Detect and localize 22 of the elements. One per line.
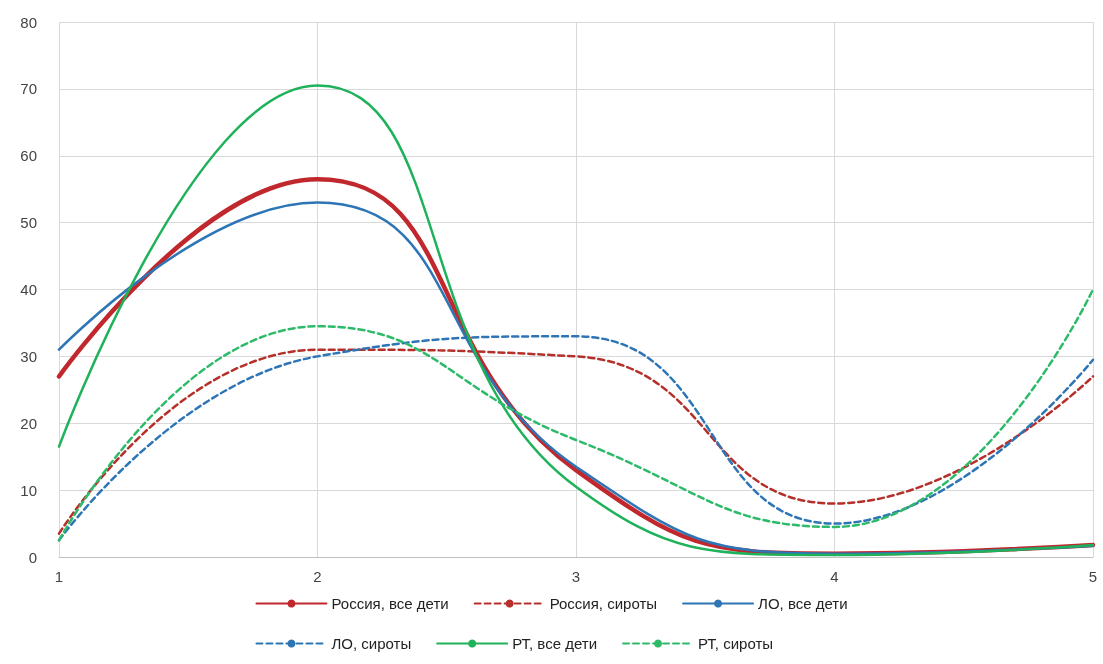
y-tick-label: 70 <box>20 80 37 98</box>
y-tick-label: 40 <box>20 281 37 298</box>
x-tick-label: 4 <box>830 568 839 585</box>
legend-label: ЛО, все дети <box>758 595 848 612</box>
line-series <box>57 84 1095 557</box>
legend-label: РТ, сироты <box>698 635 774 652</box>
legend-label: РТ, все дети <box>512 635 598 652</box>
line-series <box>57 288 1095 542</box>
legend-label: Россия, сироты <box>549 595 658 612</box>
y-tick-label: 50 <box>20 214 37 232</box>
y-tick-label: 0 <box>28 548 37 566</box>
x-tick-label: 1 <box>54 568 64 585</box>
y-tick-label: 20 <box>20 414 37 432</box>
x-tick-label: 3 <box>571 568 581 585</box>
y-tick-label: 60 <box>20 147 37 165</box>
legend-label: ЛО, сироты <box>331 635 412 652</box>
legend-label: Россия, все дети <box>331 595 449 612</box>
x-tick-label: 2 <box>313 568 322 585</box>
x-tick-label: 5 <box>1088 568 1098 585</box>
y-tick-label: 30 <box>20 347 37 365</box>
y-tick-label: 80 <box>20 13 37 31</box>
y-tick-label: 10 <box>20 481 37 499</box>
